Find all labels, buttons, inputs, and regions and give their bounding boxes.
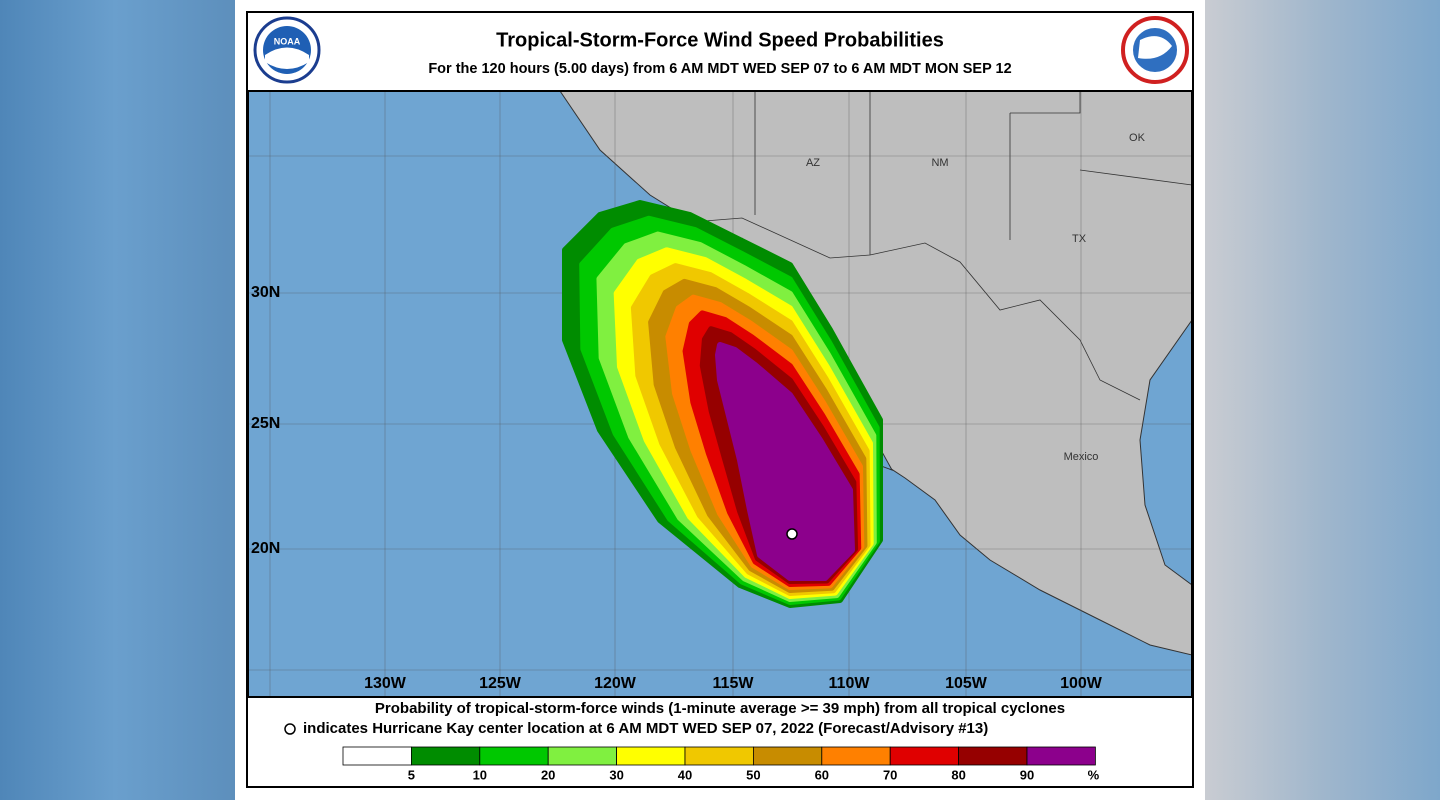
- legend-swatch: [753, 746, 823, 766]
- footer-line: indicates Hurricane Kay center location …: [303, 720, 988, 737]
- legend-label: 40: [678, 767, 692, 782]
- noaa-logo: NOAA: [253, 16, 321, 84]
- storm-center: [786, 528, 798, 540]
- legend-swatch: [889, 746, 960, 766]
- map-border: [247, 90, 1193, 698]
- legend-label: 60: [815, 767, 829, 782]
- legend: 5 10 20 30 40 50 60 70 80 90%: [342, 746, 1100, 782]
- legend-label: 5: [408, 767, 415, 782]
- legend-label: 90: [1020, 767, 1034, 782]
- lon-label: 100W: [1060, 675, 1103, 692]
- lon-label: 120W: [594, 675, 637, 692]
- legend-label: 10: [473, 767, 487, 782]
- probability-swath: [562, 200, 883, 608]
- lat-label: 25N: [251, 415, 280, 432]
- lon-label: 125W: [479, 675, 522, 692]
- legend-unit: %: [1088, 767, 1100, 782]
- lat-label: 20N: [251, 540, 280, 557]
- lon-label: 110W: [829, 675, 871, 692]
- logo-text: NOAA: [274, 36, 301, 46]
- legend-swatch: [1026, 746, 1096, 766]
- subtitle: For the 120 hours (5.00 days) from 6 AM …: [428, 61, 1011, 77]
- legend-swatch: [410, 746, 481, 766]
- lon-label: 105W: [945, 675, 988, 692]
- lat-labels: 30N 25N 20N: [251, 284, 280, 557]
- legend-swatch: [684, 746, 754, 766]
- map: AZ NM OK TX Mexico 130W 125W 120W 115W 110W 1…: [248, 91, 1192, 697]
- title: Tropical-Storm-Force Wind Speed Probabil…: [496, 29, 944, 51]
- nws-logo: [1121, 16, 1189, 84]
- legend-label: 70: [883, 767, 897, 782]
- legend-swatch: [821, 746, 891, 766]
- place-label: OK: [1129, 132, 1146, 144]
- borders: [691, 91, 1192, 401]
- place-label: TX: [1072, 233, 1087, 245]
- legend-swatch: [958, 746, 1028, 766]
- legend-swatch: [342, 746, 412, 766]
- legend-swatch: [616, 746, 686, 766]
- place-label: AZ: [806, 157, 820, 169]
- lon-label: 130W: [364, 675, 407, 692]
- legend-label: 50: [746, 767, 760, 782]
- center-symbol: [284, 723, 296, 735]
- legend-swatch: [547, 746, 618, 766]
- probability-contour: [715, 342, 855, 581]
- legend-label: 30: [609, 767, 623, 782]
- lat-label: 30N: [251, 284, 280, 301]
- lon-label: 115W: [713, 675, 755, 692]
- legend-label: 80: [951, 767, 965, 782]
- lon-labels: 130W 125W 120W 115W 110W 105W 100W: [364, 675, 1103, 692]
- place-label: Mexico: [1064, 451, 1099, 463]
- legend-swatch: [479, 746, 549, 766]
- place-label: NM: [931, 157, 948, 169]
- legend-label: 20: [541, 767, 555, 782]
- footer-line: Probability of tropical-storm-force wind…: [375, 700, 1065, 717]
